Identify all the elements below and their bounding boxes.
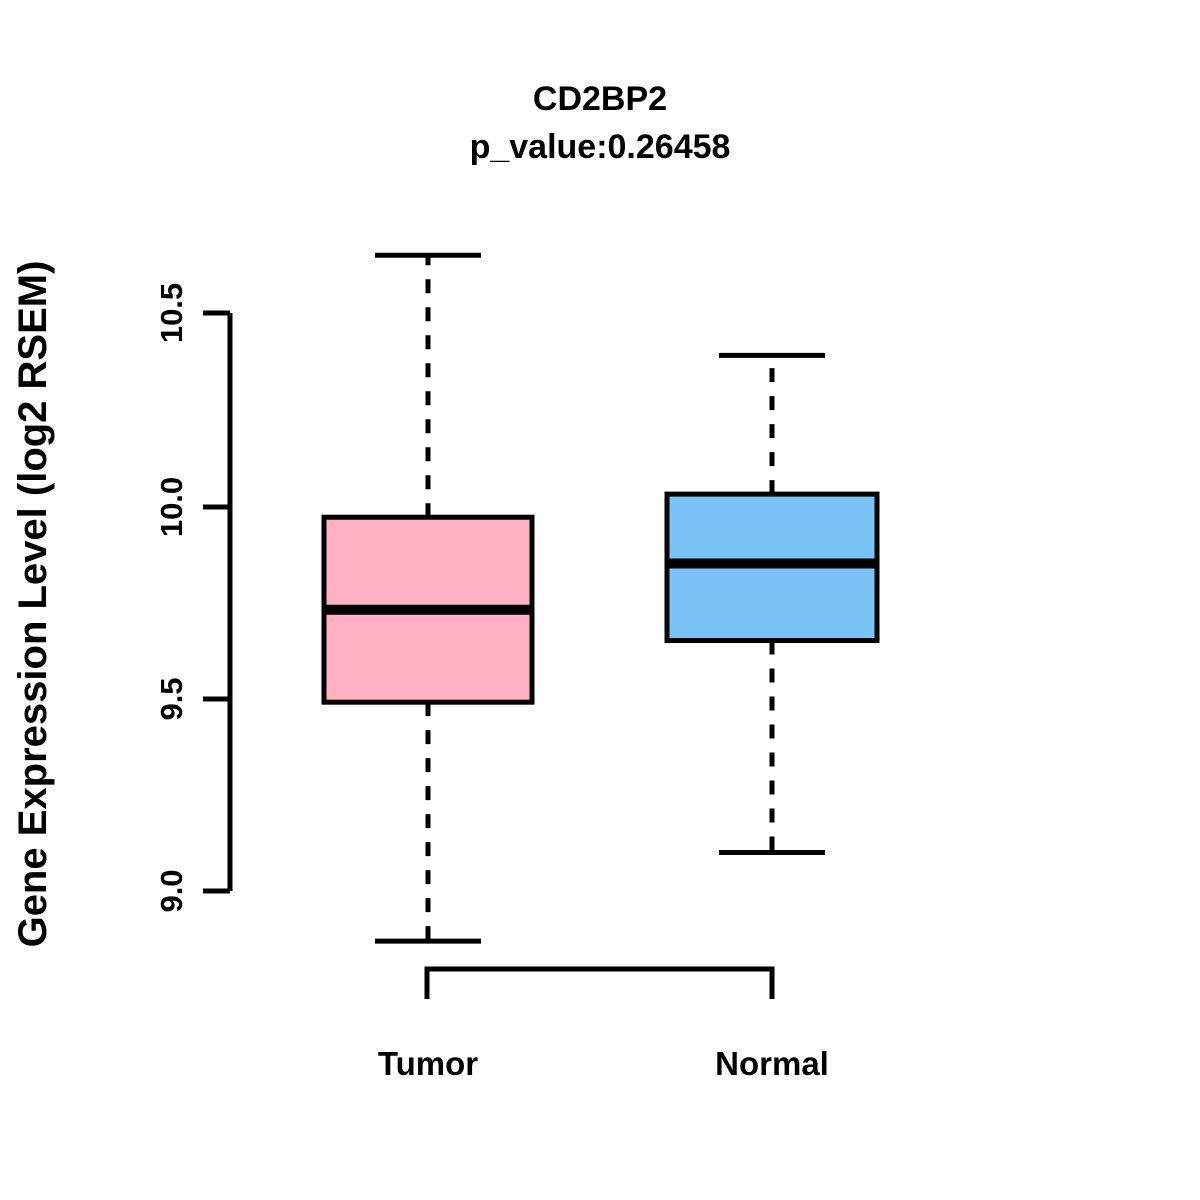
box-group-normal[interactable]: [664, 352, 880, 855]
x-tick-label-normal: Normal: [715, 1045, 829, 1082]
y-axis: 9.0 9.5 10.0 10.5: [154, 283, 233, 913]
y-axis-title: Gene Expression Level (log2 RSEM): [11, 261, 55, 948]
chart-title: CD2BP2: [533, 80, 667, 118]
y-tick-label-0: 9.0: [154, 869, 189, 912]
y-tick-label-1: 9.5: [154, 677, 189, 720]
y-tick-label-3: 10.5: [154, 283, 189, 343]
y-tick-label-2: 10.0: [154, 477, 189, 537]
chart-subtitle-pvalue: p_value:0.26458: [470, 128, 731, 166]
box-group-tumor[interactable]: [321, 252, 535, 944]
x-tick-label-tumor: Tumor: [378, 1045, 478, 1082]
x-axis: Tumor Normal: [378, 966, 829, 1082]
x-axis-bracket: [424, 966, 775, 999]
